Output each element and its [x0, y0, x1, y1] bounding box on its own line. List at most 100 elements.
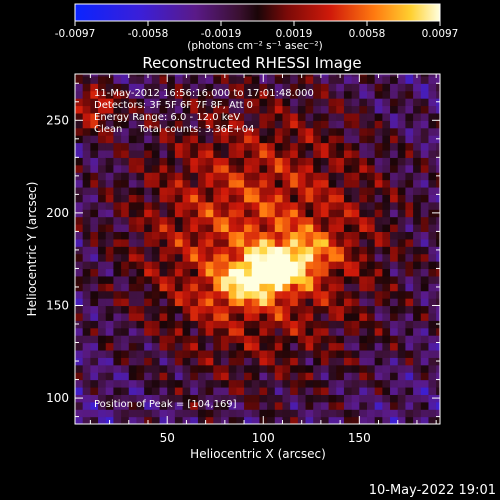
heatmap-cell [182, 135, 191, 144]
heatmap-cell [113, 231, 122, 240]
heatmap-cell [397, 268, 407, 277]
heatmap-cell [351, 305, 360, 314]
heatmap-cell [159, 120, 168, 129]
heatmap-cell [136, 201, 145, 210]
heatmap-cell [428, 224, 437, 233]
heatmap-cell [221, 335, 230, 344]
heatmap-cell [98, 268, 107, 277]
heatmap-cell [113, 98, 122, 107]
heatmap-cell [167, 379, 176, 388]
heatmap-cell [374, 283, 383, 292]
heatmap-cell [136, 379, 145, 388]
heatmap-cell [82, 142, 91, 151]
heatmap-cell [290, 172, 299, 181]
heatmap-cell [290, 364, 299, 373]
heatmap-cell [313, 186, 322, 195]
heatmap-cell [182, 90, 191, 99]
heatmap-cell [121, 357, 130, 366]
heatmap-cell [213, 74, 222, 77]
heatmap-cell [197, 386, 207, 395]
heatmap-cell [167, 261, 176, 270]
heatmap-cell [274, 238, 284, 247]
heatmap-cell [320, 364, 330, 373]
heatmap-cell [359, 327, 368, 336]
heatmap-cell [336, 120, 345, 129]
heatmap-cell [221, 172, 230, 181]
heatmap-cell [382, 127, 391, 136]
heatmap-cell [136, 98, 145, 107]
heatmap-cell [274, 127, 284, 136]
heatmap-cell [267, 238, 276, 247]
heatmap-cell [320, 157, 330, 166]
heatmap-cell [121, 409, 130, 418]
heatmap-cell [313, 372, 322, 381]
heatmap-cell [405, 357, 414, 366]
heatmap-cell [413, 335, 422, 344]
heatmap-cell [374, 275, 383, 284]
heatmap-cell [382, 98, 391, 107]
heatmap-cell [90, 246, 99, 255]
heatmap-cell [190, 253, 199, 262]
heatmap-cell [297, 209, 307, 218]
heatmap-cell [336, 164, 345, 173]
heatmap-cell [359, 142, 368, 151]
heatmap-cell [267, 98, 276, 107]
heatmap-cell [251, 305, 261, 314]
heatmap-cell [182, 112, 191, 121]
heatmap-cell [105, 261, 115, 270]
heatmap-cell [151, 261, 161, 270]
heatmap-cell [274, 164, 284, 173]
heatmap-cell [213, 268, 222, 277]
heatmap-cell [390, 283, 399, 292]
heatmap-cell [90, 194, 99, 203]
heatmap-cell [251, 74, 261, 77]
heatmap-cell [420, 305, 430, 314]
heatmap-cell [128, 120, 138, 129]
heatmap-cell [405, 246, 414, 255]
heatmap-cell [420, 112, 430, 121]
heatmap-cell [382, 290, 391, 299]
heatmap-cell [244, 231, 253, 240]
heatmap-cell [405, 224, 414, 233]
heatmap-cell [351, 290, 360, 299]
heatmap-cell [297, 179, 307, 188]
heatmap-cell [75, 364, 84, 373]
heatmap-cell [98, 364, 107, 373]
heatmap-cell [197, 142, 207, 151]
heatmap-cell [244, 74, 253, 77]
heatmap-cell [105, 401, 115, 410]
heatmap-cell [297, 157, 307, 166]
heatmap-cell [436, 290, 440, 299]
heatmap-cell [413, 209, 422, 218]
heatmap-cell [105, 98, 115, 107]
heatmap-cell [343, 364, 353, 373]
heatmap-cell [305, 357, 314, 366]
heatmap-cell [228, 238, 237, 247]
heatmap-cell [90, 364, 99, 373]
heatmap-cell [136, 364, 145, 373]
heatmap-cell [405, 142, 414, 151]
heatmap-cell [336, 201, 345, 210]
annotation-block: 11-May-2012 16:56:16.000 to 17:01:48.000… [94, 88, 314, 135]
heatmap-cell [244, 312, 253, 321]
heatmap-cell [274, 357, 284, 366]
heatmap-cell [274, 179, 284, 188]
heatmap-cell [205, 238, 214, 247]
heatmap-cell [82, 74, 91, 77]
heatmap-cell [382, 312, 391, 321]
heatmap-cell [359, 312, 368, 321]
heatmap-cell [128, 75, 138, 84]
heatmap-cell [374, 290, 383, 299]
heatmap-cell [236, 194, 245, 203]
heatmap-cell [305, 342, 314, 351]
heatmap-cell [144, 83, 153, 92]
heatmap-cell [367, 120, 376, 129]
heatmap-cell [297, 364, 307, 373]
heatmap-cell [428, 372, 437, 381]
heatmap-cell [313, 83, 322, 92]
heatmap-cell [420, 349, 430, 358]
heatmap-cell [244, 75, 253, 84]
heatmap-cell [213, 112, 222, 121]
annotation-energy-range: Energy Range: 6.0 - 12.0 keV [94, 112, 240, 123]
heatmap-cell [328, 216, 337, 225]
